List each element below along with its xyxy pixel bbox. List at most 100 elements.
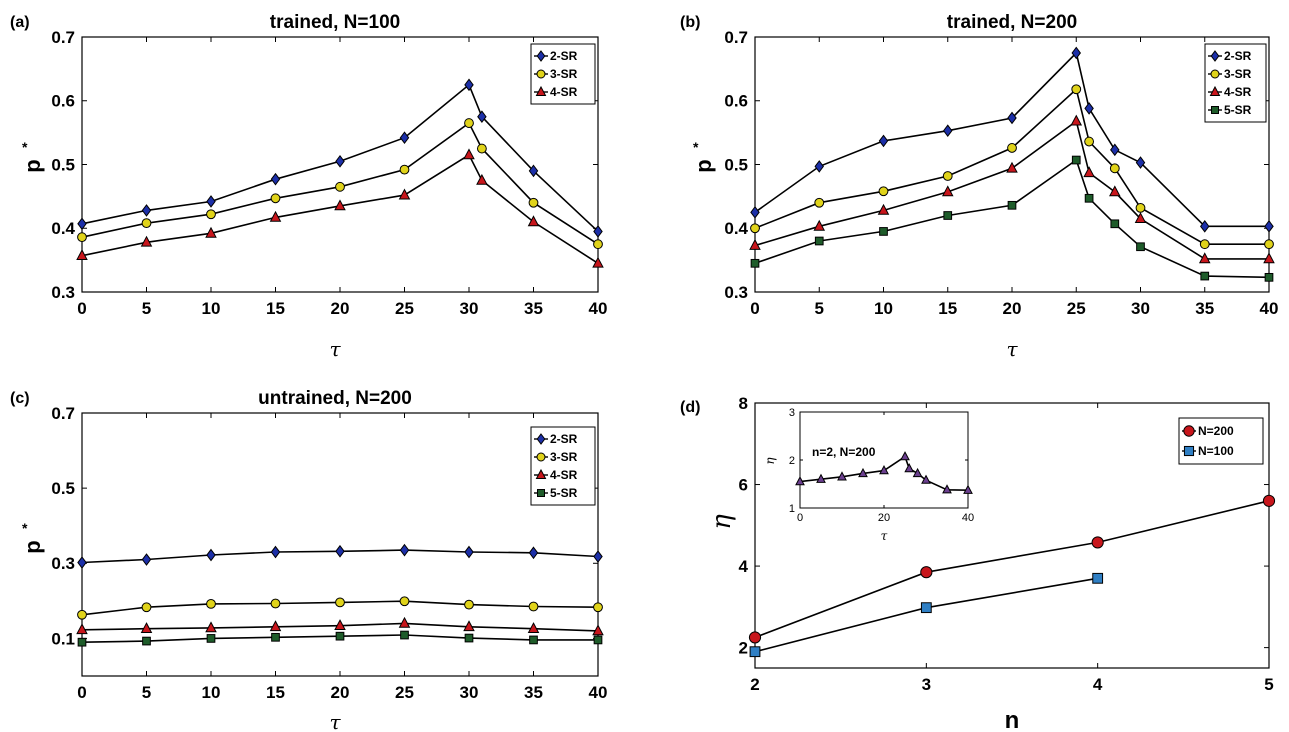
panel-b-series-3-point (879, 227, 888, 236)
panel-a-series-0-point (77, 217, 87, 231)
panel-c-legend-marker (536, 452, 546, 462)
inset-x-tick-label: 20 (878, 512, 890, 524)
panel-d-legend-label: N=200 (1198, 424, 1234, 438)
panel-c-series-0-point (270, 545, 281, 559)
panel-a-x-tick-label: 20 (331, 299, 350, 318)
panel-b-legend-marker (1210, 50, 1220, 62)
panel-d-series-0-point (1091, 536, 1104, 549)
panel-c-legend-label: 5-SR (550, 486, 578, 500)
panel-a-series-2-point (592, 256, 604, 268)
panel-d-x-tick-label: 2 (750, 675, 759, 694)
panel-a-series-0-point (335, 154, 345, 168)
panel-a-label: (a) (10, 14, 30, 31)
panel-c-series-0-point (399, 543, 410, 557)
panel-b-series-0-point (1135, 156, 1146, 169)
panel-a-legend-marker (535, 85, 547, 96)
panel-c-series-3-point (593, 635, 603, 645)
panel-c-x-tick-label: 10 (202, 683, 221, 702)
panel-d: (d) n η 2 3 4 5 2 4 6 8 N=200 N=100 (680, 394, 1276, 732)
panel-a-series-2-point (76, 249, 88, 261)
panel-a-series-2-point (463, 148, 475, 160)
panel-a-series-0-point (528, 164, 539, 178)
panel-c-series-0-point (77, 556, 87, 569)
panel-a-title: trained, N=100 (270, 12, 400, 33)
panel-c-series-3-point (335, 631, 345, 641)
panel-a-series-1-point (593, 239, 603, 250)
panel-a-series-1-point (77, 232, 87, 243)
panel-c-series-3-point (271, 632, 280, 642)
panel-c-y-tick-label: 0.5 (51, 479, 75, 498)
panel-b-series-2-point (1083, 166, 1095, 178)
panel-c-x-tick-label: 40 (589, 683, 608, 702)
panel-a-series-0-point (593, 225, 603, 238)
panel-a-series-1-point (270, 193, 281, 204)
inset-series-0-point (858, 467, 868, 478)
panel-c-series-1-point (206, 598, 216, 609)
panel-a-legend-marker (536, 50, 546, 62)
inset-ylabel: η (763, 457, 777, 465)
panel-b-series-1-point (1109, 163, 1120, 174)
panel-c-series-0-point (335, 544, 345, 558)
panel-b-label: (b) (680, 14, 700, 31)
panel-b-series-0-point (1071, 46, 1081, 60)
inset-series-0-point (795, 476, 805, 486)
panel-a-series-0-point (141, 204, 152, 217)
panel-b-series-0-point (1264, 220, 1274, 233)
inset-series-0-point (912, 467, 923, 478)
panel-a-series-1-point (477, 143, 487, 154)
panel-a-xlabel: τ (329, 337, 341, 361)
panel-c-legend-marker (536, 433, 546, 445)
panel-c-series-3-point (206, 634, 216, 643)
inset-series-0-point (816, 473, 826, 483)
inset-background (800, 412, 968, 508)
panel-a-series-2-line (81, 153, 599, 264)
panel-a-series-2-point (140, 235, 153, 247)
panel-c-series-2-point (334, 619, 346, 631)
panel-b-series-2-point (813, 219, 826, 231)
panel-b-series-3-point (943, 211, 953, 220)
panel-c-series-0-point (464, 545, 474, 559)
inset-series-0-point (837, 471, 847, 481)
panel-b-series-2-point (1070, 114, 1083, 126)
panel-c-legend-marker (535, 468, 547, 479)
panel-a-series-1-point (335, 181, 345, 192)
panel-a-y-tick-label: 0.3 (51, 283, 75, 302)
panel-b-series-1-point (814, 197, 825, 208)
panel-d-series-0-point (748, 631, 762, 644)
panel-b-series-3-point (814, 236, 824, 246)
panel-a-series-2-point (334, 199, 346, 211)
panel-b-series-3-point (1136, 242, 1145, 252)
panel-c-series-0-point (141, 553, 152, 566)
panel-c-series-2-point (592, 624, 604, 636)
panel-a-series-1-point (528, 197, 539, 208)
panel-b-x-tick-label: 25 (1067, 299, 1086, 318)
panel-a-series-1-point (464, 118, 474, 128)
panel-c-series-1-point (77, 609, 87, 620)
panel-b-series-1-point (1264, 239, 1274, 250)
panel-b-series-2-point (749, 238, 761, 250)
panel-c-title: untrained, N=200 (258, 388, 412, 409)
panel-a-series-0-line (81, 83, 599, 232)
panel-b-series-2-point (1006, 161, 1018, 173)
panel-a-series-0-point (464, 78, 474, 92)
panel-b-x-tick-label: 10 (874, 299, 893, 318)
panel-b-x-tick-label: 0 (750, 299, 759, 318)
panel-a-series-0-point (399, 131, 410, 145)
panel-b-series-3-point (1110, 219, 1120, 229)
panel-a-series-0-point (206, 195, 216, 208)
panel-c-series-2-point (463, 620, 475, 632)
panel-c-series-1-point (593, 602, 603, 613)
panel-a-series-2-point (527, 215, 540, 227)
panel-a-series-2-point (269, 210, 282, 222)
panel-c-series-3-point (142, 636, 151, 646)
panel-b-series-0-point (814, 160, 824, 173)
panel-d-series-1-point (1092, 572, 1104, 584)
panel-c-ylabel: p (20, 540, 45, 553)
panel-d-series-0-point (920, 566, 933, 579)
panel-c-x-tick-label: 30 (460, 683, 479, 702)
panel-b-y-tick-label: 0.4 (724, 219, 748, 238)
panel-b-series-2-point (877, 203, 890, 215)
inset-annotation: n=2, N=200 (812, 445, 876, 459)
panel-c-series-0-point (206, 548, 216, 562)
